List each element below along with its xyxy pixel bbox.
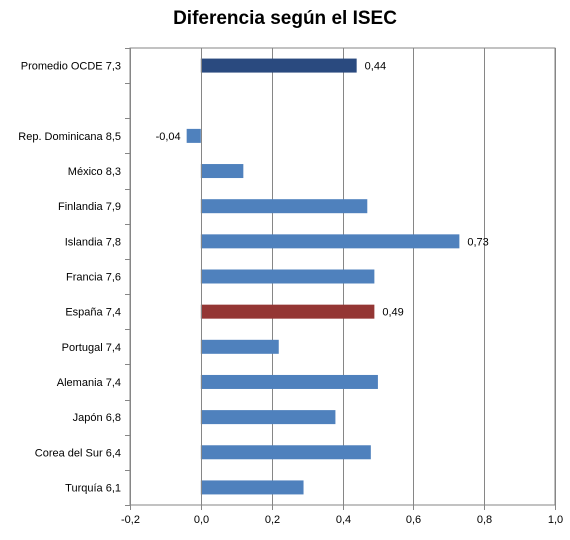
category-label: España 7,4	[65, 307, 121, 319]
category-label: Japón 6,8	[73, 412, 121, 424]
axis-layer: -0,2 0,0 0,2 0,4 0,6 0,8 1,0	[121, 48, 563, 526]
bar	[200, 339, 279, 354]
x-tick-label: 0,4	[336, 514, 351, 526]
chart-title: Diferencia según el ISEC	[173, 8, 397, 29]
x-tick-label: -0,2	[121, 514, 140, 526]
data-label: -0,04	[156, 131, 181, 143]
data-label: 0,49	[382, 307, 403, 319]
category-label: Rep. Dominicana 8,5	[18, 131, 121, 143]
x-tick-label: 0,0	[194, 514, 209, 526]
bar	[200, 374, 378, 389]
x-tick-label: 1,0	[548, 514, 563, 526]
bar	[200, 410, 336, 425]
x-tick-label: 0,6	[406, 514, 421, 526]
data-label: 0,44	[365, 61, 386, 73]
category-label: Finlandia 7,9	[58, 201, 121, 213]
bar	[200, 234, 460, 249]
category-label: Turquía 6,1	[65, 482, 121, 494]
category-label: Corea del Sur 6,4	[35, 447, 121, 459]
label-layer: Promedio OCDE 7,3 0,44 Rep. Dominicana 8,5…	[18, 61, 489, 495]
bar-layer	[186, 58, 460, 495]
category-label: Alemania 7,4	[57, 377, 121, 389]
bar	[200, 269, 375, 284]
bar	[200, 304, 375, 319]
bar	[200, 480, 304, 495]
bar	[200, 58, 357, 73]
category-label: Islandia 7,8	[65, 236, 121, 248]
bar	[200, 164, 244, 179]
category-label: Portugal 7,4	[62, 342, 121, 354]
category-label: Promedio OCDE 7,3	[21, 61, 121, 73]
data-label: 0,73	[467, 236, 488, 248]
category-label: Francia 7,6	[66, 272, 121, 284]
category-label: México 8,3	[68, 166, 121, 178]
x-tick-label: 0,8	[477, 514, 492, 526]
x-tick-label: 0,2	[265, 514, 280, 526]
bar	[200, 199, 368, 214]
bar	[200, 445, 371, 460]
bar	[186, 128, 201, 143]
